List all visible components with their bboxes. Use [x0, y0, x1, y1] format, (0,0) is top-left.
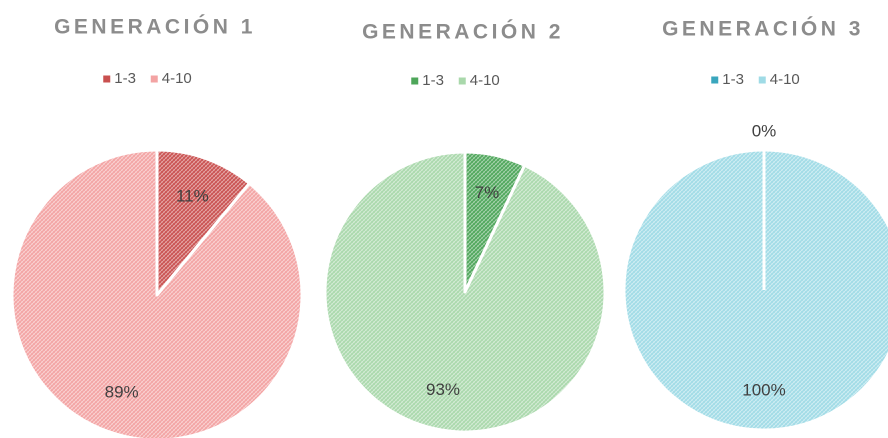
pie-slice [10, 148, 304, 438]
legend-label: 4-10 [770, 71, 800, 88]
pie-slice [622, 148, 888, 432]
legend-label: 4-10 [470, 72, 500, 89]
legend-marker [103, 75, 111, 83]
data-label: 11% [176, 186, 209, 205]
chart-title: GENERACIÓN 1 [54, 15, 256, 39]
legend-marker [150, 75, 158, 83]
data-label: 93% [426, 380, 460, 399]
legend-label: 1-3 [722, 71, 744, 88]
chart-title: GENERACIÓN 3 [662, 17, 864, 41]
data-label: 89% [105, 383, 139, 402]
pie-slice [323, 150, 607, 434]
legend-label: 1-3 [114, 70, 136, 87]
legend-marker [711, 76, 719, 84]
data-label: 0% [752, 121, 777, 140]
data-label: 100% [742, 380, 785, 399]
legend-marker [411, 77, 419, 85]
legend-marker [458, 77, 466, 85]
legend-label: 1-3 [422, 72, 444, 89]
legend-marker [758, 76, 766, 84]
pie-slice [155, 148, 251, 297]
data-label: 7% [475, 183, 500, 202]
legend-label: 4-10 [162, 70, 192, 87]
chart-title: GENERACIÓN 2 [362, 20, 564, 44]
